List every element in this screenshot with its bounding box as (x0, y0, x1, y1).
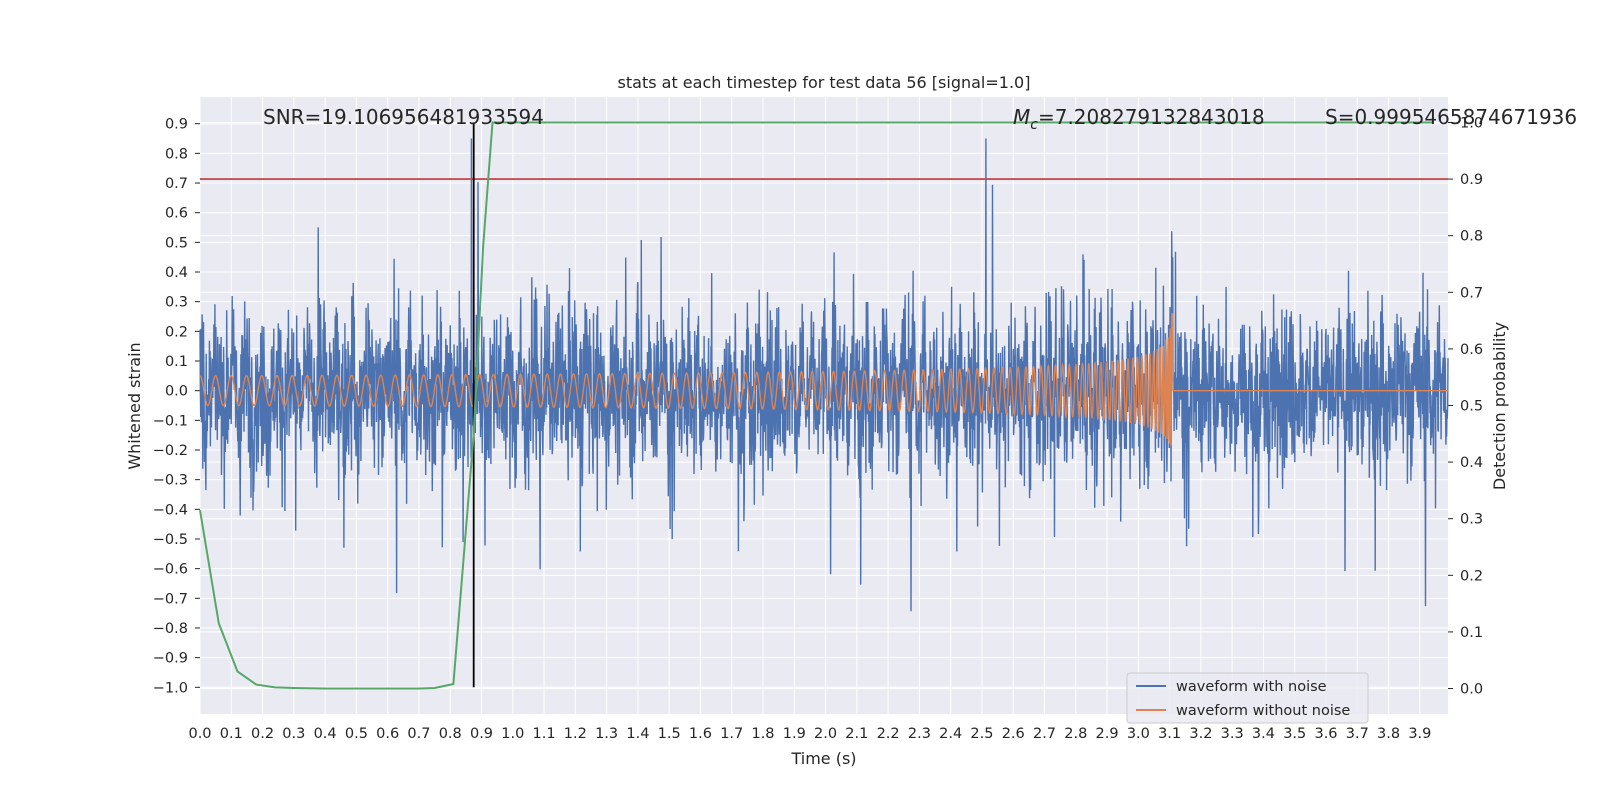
y-tick-label: 0.2 (165, 324, 188, 340)
series-line-clean (199, 313, 1448, 446)
chirp-mass-subscript: c (1030, 117, 1038, 133)
y-tick-label: 0.7 (165, 176, 188, 192)
x-tick-label: 1.8 (751, 726, 774, 742)
y2-tick-label: 0.5 (1460, 399, 1483, 415)
x-tick-labels: 0.0 0.1 0.2 0.3 0.4 0.5 0.6 0.7 0.8 0.9 1.0 1.1 1.2 1… (188, 726, 1431, 742)
snr-annotation: SNR=19.106956481933594 (263, 105, 544, 129)
x-tick-label: 0.7 (407, 726, 430, 742)
series-line-noisy (199, 138, 1449, 612)
y2-tick-label: 0.0 (1460, 682, 1483, 698)
series-line-probability (199, 121, 1433, 690)
x-tick-label: 2.0 (814, 726, 837, 742)
y2-tick-label: 0.2 (1460, 568, 1483, 584)
score-annotation: S=0.9995465874671936 (1325, 105, 1577, 129)
x-tick-label: 3.4 (1252, 726, 1275, 742)
y2-tick-label: 0.4 (1460, 455, 1483, 471)
x-tick-label: 0.9 (470, 726, 493, 742)
x-tick-label: 1.0 (501, 726, 524, 742)
x-tick-label: 2.3 (908, 726, 931, 742)
y-tick-label: −0.4 (153, 502, 188, 518)
legend-label-noisy: waveform with noise (1176, 679, 1327, 695)
chart-title: stats at each timestep for test data 56 … (618, 73, 1031, 92)
x-tick-label: 1.6 (689, 726, 712, 742)
x-tick-label: 2.9 (1096, 726, 1119, 742)
x-tick-label: 0.5 (345, 726, 368, 742)
x-tick-label: 3.9 (1408, 726, 1431, 742)
x-tick-label: 3.2 (1189, 726, 1212, 742)
chirp-mass-symbol: M (1013, 105, 1030, 129)
y-tick-label: 0.8 (165, 146, 188, 162)
y-tick-label: −0.6 (153, 562, 188, 578)
x-tick-label: 0.3 (282, 726, 305, 742)
y-tick-label: −0.8 (153, 621, 188, 637)
x-tick-label: 1.2 (564, 726, 587, 742)
x-tick-label: 2.4 (939, 726, 962, 742)
y-tick-label: 0.9 (165, 117, 188, 133)
y-tick-label: 0.5 (165, 235, 188, 251)
y-tick-label: −0.7 (153, 591, 188, 607)
x-tick-label: 1.4 (626, 726, 649, 742)
y2-tick-label: 0.8 (1460, 229, 1483, 245)
x-tick-label: 0.2 (251, 726, 274, 742)
y-tick-label: −0.1 (153, 413, 188, 429)
y-axis-label-right: Detection probability (1490, 322, 1509, 490)
x-tick-label: 2.8 (1064, 726, 1087, 742)
x-tick-label: 3.0 (1127, 726, 1150, 742)
y-tick-label: 0.3 (165, 295, 188, 311)
x-tick-label: 1.9 (783, 726, 806, 742)
y-tick-labels-right: 1.0 0.9 0.8 0.7 0.6 0.5 0.4 0.3 0.2 0.1 0.0 (1460, 115, 1483, 697)
y-tick-labels-left: 0.9 0.8 0.7 0.6 0.5 0.4 0.3 0.2 0.1 0.0 −0.1 −0.2 −0… (153, 117, 188, 697)
y-axis-label-left: Whitened strain (125, 342, 144, 469)
x-tick-label: 0.4 (314, 726, 337, 742)
y2-tick-label: 0.9 (1460, 172, 1483, 188)
y-tick-label: 0.1 (165, 354, 188, 370)
y2-tick-label: 0.7 (1460, 285, 1483, 301)
x-tick-label: 0.8 (439, 726, 462, 742)
y-tick-label: −0.3 (153, 473, 188, 489)
legend: waveform with noise waveform without noi… (1126, 672, 1369, 724)
x-tick-label: 0.6 (376, 726, 399, 742)
x-tick-label: 0.0 (188, 726, 211, 742)
y-tick-label: −1.0 (153, 680, 188, 696)
chirp-mass-annotation: Mc=7.208279132843018 (1013, 105, 1265, 133)
x-tick-label: 1.1 (533, 726, 556, 742)
y-tick-label: −0.5 (153, 532, 188, 548)
x-tick-label: 3.3 (1221, 726, 1244, 742)
x-tick-label: 0.1 (220, 726, 243, 742)
x-tick-label: 2.6 (1002, 726, 1025, 742)
x-axis-label: Time (s) (790, 749, 856, 768)
y-tick-label: −0.9 (153, 651, 188, 667)
chirp-mass-value: =7.208279132843018 (1038, 105, 1265, 129)
plot-area (199, 121, 1449, 690)
x-tick-label: 2.1 (845, 726, 868, 742)
y2-tick-label: 0.3 (1460, 512, 1483, 528)
x-tick-label: 1.5 (658, 726, 681, 742)
x-tick-label: 2.7 (1033, 726, 1056, 742)
x-tick-label: 3.5 (1283, 726, 1306, 742)
y-tick-label: −0.2 (153, 443, 188, 459)
x-tick-label: 1.3 (595, 726, 618, 742)
x-tick-label: 2.2 (877, 726, 900, 742)
x-tick-label: 3.6 (1314, 726, 1337, 742)
legend-box (1126, 672, 1369, 724)
y2-tick-label: 0.6 (1460, 342, 1483, 358)
x-tick-label: 3.7 (1346, 726, 1369, 742)
y2-tick-label: 1.0 (1460, 115, 1483, 131)
x-tick-label: 2.5 (970, 726, 993, 742)
legend-label-clean: waveform without noise (1176, 703, 1350, 719)
x-tick-label: 3.1 (1158, 726, 1181, 742)
y-tick-label: 0.0 (165, 384, 188, 400)
y2-tick-label: 0.1 (1460, 625, 1483, 641)
x-tick-label: 1.7 (720, 726, 743, 742)
y-tick-label: 0.6 (165, 206, 188, 222)
y-tick-label: 0.4 (165, 265, 188, 281)
x-tick-label: 3.8 (1377, 726, 1400, 742)
